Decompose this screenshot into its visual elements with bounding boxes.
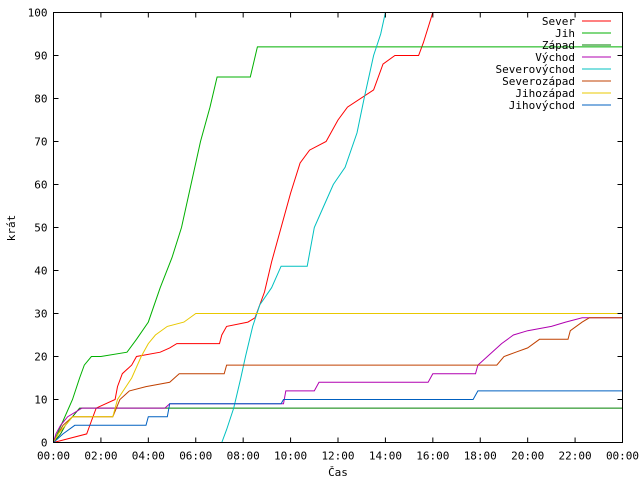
x-axis-title: Čas (328, 466, 348, 479)
y-tick-label: 20 (34, 351, 47, 364)
y-tick-label: 90 (34, 50, 47, 63)
series-line-8 (53, 390, 623, 443)
y-tick-label: 10 (34, 394, 47, 407)
x-tick-label: 00:00 (37, 450, 70, 463)
x-tick-label: 04:00 (132, 450, 165, 463)
x-tick-label: 00:00 (606, 450, 639, 463)
legend-label: Severovýchod (496, 63, 575, 76)
x-tick-label: 08:00 (227, 450, 260, 463)
series-line-7 (53, 313, 623, 443)
legend-label: Východ (535, 51, 575, 64)
x-tick-label: 10:00 (274, 450, 307, 463)
axis-tick-labels: 0 10 20 30 40 50 60 70 80 90 100 00:00 02:00 04:00 06:… (28, 7, 639, 463)
x-tick-label: 14:00 (369, 450, 402, 463)
y-tick-label: 100 (28, 7, 48, 20)
x-tick-label: 18:00 (464, 450, 497, 463)
legend: SeverJihZápadVýchodSeverovýchodSeverozáp… (496, 15, 611, 112)
series-line-2 (53, 46, 623, 443)
series-line-5 (53, 12, 386, 443)
x-tick-label: 02:00 (84, 450, 117, 463)
y-axis-title: krát (5, 215, 18, 242)
y-tick-label: 40 (34, 265, 47, 278)
legend-label: Jihozápad (515, 87, 575, 100)
plot-series (53, 12, 623, 443)
legend-label: Jih (555, 27, 575, 40)
y-tick-label: 30 (34, 308, 47, 321)
x-tick-label: 20:00 (511, 450, 544, 463)
x-tick-label: 06:00 (179, 450, 212, 463)
plot-frame (53, 12, 623, 443)
legend-label: Jihovýchod (509, 99, 575, 112)
x-tick-label: 16:00 (416, 450, 449, 463)
series-line-1 (53, 12, 434, 443)
legend-label: Sever (542, 15, 575, 28)
x-tick-label: 22:00 (559, 450, 592, 463)
y-tick-label: 70 (34, 136, 47, 149)
legend-label: Západ (542, 39, 575, 52)
y-tick-label: 0 (41, 437, 48, 450)
y-tick-label: 80 (34, 93, 47, 106)
y-tick-label: 60 (34, 179, 47, 192)
series-line-4 (53, 317, 623, 443)
legend-label: Severozápad (502, 75, 575, 88)
x-tick-label: 12:00 (321, 450, 354, 463)
y-tick-label: 50 (34, 222, 47, 235)
